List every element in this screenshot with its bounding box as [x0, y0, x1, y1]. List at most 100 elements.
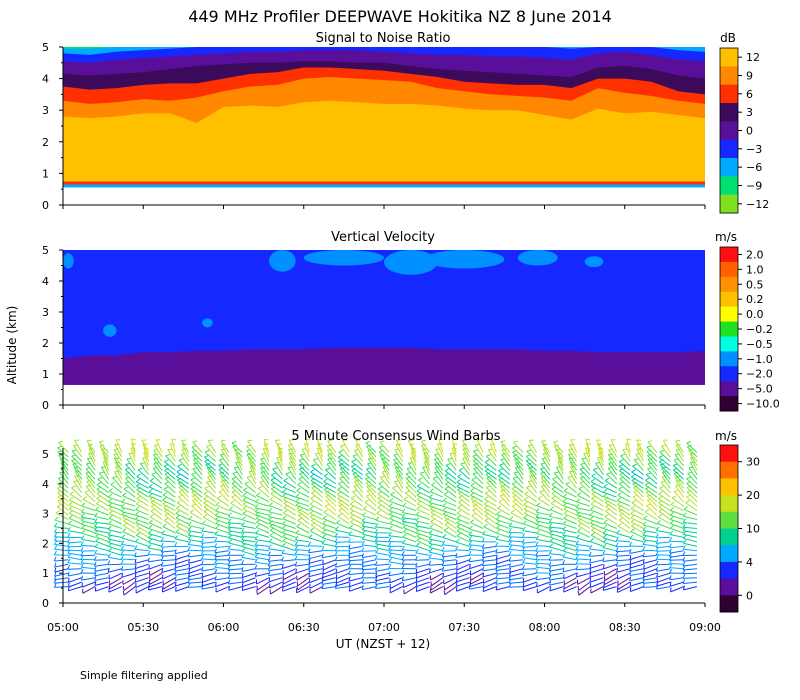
wind-barb-shaft [86, 440, 96, 453]
wind-barb-flag [299, 458, 304, 461]
wind-barb-flag [95, 506, 100, 511]
wind-barb-flag [500, 489, 506, 492]
wind-barb-shaft [683, 533, 698, 538]
wind-barb-shaft [188, 586, 203, 588]
wind-barb-shaft [269, 522, 283, 529]
wind-barb-shaft [630, 586, 644, 592]
wind-barb-flag [189, 509, 195, 513]
wind-barb-shaft [380, 477, 390, 489]
wind-barb-flag [629, 576, 632, 581]
wind-barb-shaft [576, 511, 591, 516]
wind-barb-flag [99, 471, 104, 474]
wind-barb-shaft [128, 453, 136, 467]
wind-barb-shaft [462, 444, 471, 458]
wind-barb-shaft [68, 504, 82, 512]
wind-barb-shaft [163, 507, 176, 516]
wind-barb-flag [67, 553, 71, 558]
wind-barb-shaft [462, 448, 471, 462]
wind-barb-shaft [563, 505, 577, 512]
vv-colorbar-tick-label: −1.0 [746, 353, 773, 366]
wind-barb-flag [577, 514, 582, 519]
wind-barb-flag [442, 507, 447, 512]
wind-barb-shaft [339, 477, 350, 489]
wind-barb-shaft [285, 473, 297, 485]
wind-barb-flag [470, 488, 475, 492]
wind-barb-shaft [109, 512, 123, 520]
wind-barb-shaft [549, 533, 564, 538]
wind-barb-flag [602, 557, 605, 562]
wind-barb-shaft [456, 541, 470, 547]
wind-barb-flag [221, 448, 226, 451]
wind-barb-shaft [295, 549, 310, 552]
wind-barb-shaft [376, 513, 390, 520]
wind-barb-shaft [642, 534, 657, 538]
wind-barb-shaft [603, 563, 617, 570]
wind-barb-shaft [322, 532, 336, 538]
wind-barb-flag [631, 473, 636, 478]
wind-barb-shaft [476, 439, 484, 453]
wind-barb-shaft [85, 463, 96, 476]
wind-barb-shaft [643, 518, 658, 525]
wind-barb-flag [508, 528, 512, 533]
wind-barb-flag [296, 585, 298, 591]
wind-barb-flag [430, 581, 432, 586]
wind-barb-shaft [656, 558, 671, 561]
wind-barb-shaft [177, 483, 190, 494]
wind-barb-shaft [201, 530, 216, 534]
wind-barb-shaft [81, 566, 96, 570]
wind-barb-shaft [175, 513, 189, 520]
wind-barb-shaft [242, 572, 256, 579]
wind-barb-shaft [598, 448, 604, 462]
wind-barb-shaft [577, 531, 591, 538]
wind-barb-shaft [643, 563, 658, 570]
wind-barb-shaft [365, 495, 377, 507]
wind-barb-shaft [152, 468, 163, 480]
wind-barb-flag [227, 556, 231, 562]
wind-barb-flag [67, 538, 70, 544]
wind-barb-shaft [616, 533, 631, 538]
wind-barb-shaft [191, 474, 203, 485]
wind-barb-flag [334, 546, 338, 551]
wind-barb-shaft [148, 537, 163, 543]
wind-barb-flag [322, 525, 327, 529]
wind-barb-shaft [201, 586, 216, 590]
wind-barb-shaft [483, 503, 497, 512]
wind-barb-shaft [633, 486, 644, 498]
wind-barb-flag [626, 438, 632, 441]
wind-barb-flag [415, 516, 420, 522]
wind-barb-shaft [192, 441, 203, 453]
wind-barb-shaft [375, 558, 390, 561]
wind-barb-shaft [430, 508, 444, 516]
wind-barb-flag [401, 545, 405, 550]
wind-barb-shaft [201, 536, 216, 539]
wind-barb-flag [108, 488, 113, 492]
wind-barb-shaft [342, 439, 350, 453]
wind-barb-flag [616, 567, 618, 573]
wind-barb-shaft [549, 577, 564, 581]
wind-barb-shaft [175, 563, 189, 569]
wind-barb-shaft [549, 530, 564, 534]
wind-barb-shaft [523, 517, 537, 525]
wind-barb-flag [361, 558, 364, 563]
wind-barb-shaft [579, 482, 591, 494]
wind-barb-flag [234, 448, 239, 451]
x-tick-label: 06:30 [288, 621, 320, 634]
wind-barb-shaft [295, 539, 310, 543]
wind-barb-shaft [647, 468, 658, 480]
wind-barb-shaft [193, 458, 203, 471]
wind-barb-flag [495, 535, 500, 540]
wind-barb-flag [541, 440, 546, 442]
wind-barb-shaft [656, 541, 671, 544]
wind-barb-flag [620, 453, 626, 457]
wind-barb-flag [96, 482, 102, 486]
wind-barb-shaft [121, 544, 136, 547]
wind-barb-flag [295, 498, 300, 503]
wind-barb-shaft [215, 510, 230, 516]
wind-barb-shaft [484, 515, 497, 525]
wind-barb-shaft [500, 459, 511, 471]
wind-barb-flag [242, 492, 247, 497]
wind-barb-shaft [388, 535, 403, 538]
wind-barb-shaft [631, 471, 644, 480]
wind-barb-flag [675, 448, 681, 451]
